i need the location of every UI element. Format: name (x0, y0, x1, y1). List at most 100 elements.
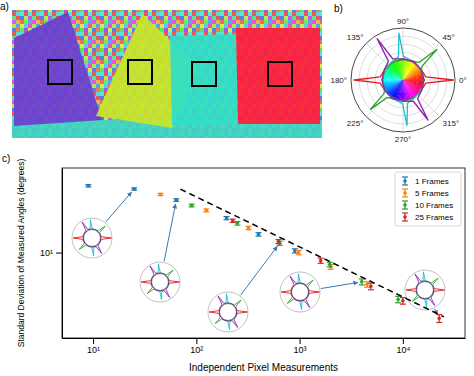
color-wheel-edge (383, 60, 423, 100)
inset-curve (73, 229, 111, 247)
color-wheel-segment (403, 80, 423, 84)
polar-curve (382, 33, 423, 125)
inset-curve (416, 272, 433, 308)
x-tick-mark (93, 338, 94, 344)
x-tick: 10³ (294, 338, 307, 355)
color-wheel-segment (403, 61, 410, 80)
region-box (192, 62, 216, 86)
legend-label: 10 Frames (415, 201, 453, 210)
polar-frame (351, 28, 455, 132)
color-wheel-segment (383, 76, 403, 80)
legend-swatch (403, 203, 407, 207)
x-tick-mark (403, 338, 404, 344)
polar-grid-spoke (403, 43, 440, 80)
y-axis-title: Standard Deviation of Measured Angles (d… (16, 159, 26, 348)
data-point (257, 233, 261, 237)
x-tick: 10² (190, 338, 203, 355)
color-wheel-segment (403, 60, 406, 80)
data-point (396, 298, 400, 302)
inset-center (84, 230, 101, 247)
polar-tick-label: 90° (397, 17, 409, 26)
y-tick-label: 10¹ (40, 248, 53, 258)
legend-swatch (402, 176, 408, 177)
x-tick: 10¹ (87, 338, 100, 355)
legend-swatch (402, 184, 408, 185)
polar-grid-spoke (366, 80, 403, 117)
color-wheel-segment (403, 60, 407, 80)
inset-curve (291, 274, 308, 310)
panel-a: a) (0, 1, 322, 138)
polar-curve (377, 39, 428, 120)
color-wheel-segment (399, 80, 403, 100)
color-wheel-segment (403, 80, 422, 86)
polar-tick-label: 45° (443, 33, 455, 42)
plot-background (62, 168, 465, 338)
data-point (319, 259, 323, 263)
x-tick-label: 10³ (294, 345, 307, 355)
color-wheel-segment (400, 80, 403, 100)
inset-center (417, 282, 434, 299)
legend-swatch (402, 212, 408, 213)
data-point (132, 187, 136, 191)
region-box (48, 60, 72, 84)
legend-swatch (402, 208, 408, 209)
polar-tick-label: 0° (459, 76, 467, 85)
inset-arrow (164, 204, 175, 261)
x-axis-title: Independent Pixel Measurements (189, 362, 338, 373)
inset-arrow (321, 282, 358, 288)
inset-curve (290, 276, 310, 307)
panel-b: 0°45°90°135°180°225°270°315°b) (330, 3, 466, 144)
x-tick-label: 10⁴ (396, 345, 410, 355)
legend-label: 25 Frames (415, 213, 453, 222)
image-square (170, 34, 238, 125)
inset-arrow (241, 246, 278, 295)
color-wheel-segment (384, 75, 403, 80)
polar-tick-label: 180° (330, 76, 347, 85)
color-wheel-segment (403, 61, 409, 80)
plot-data (72, 184, 445, 332)
data-point (328, 263, 332, 267)
data-point (277, 240, 281, 244)
error-cap (359, 284, 365, 285)
inset-curve (82, 222, 102, 253)
data-point (205, 209, 209, 213)
x-tick-mark (196, 338, 197, 344)
color-wheel-segment (384, 74, 403, 80)
inset-background (280, 272, 320, 312)
plot-frame (62, 168, 465, 338)
polar-data (354, 33, 453, 125)
data-point (87, 184, 91, 188)
polar-tick-label: 225° (347, 119, 364, 128)
error-cap (400, 304, 406, 305)
color-wheel-segment (383, 78, 403, 80)
color-wheel-segment (397, 80, 403, 99)
y-axis-line (62, 169, 63, 339)
data-point (225, 216, 229, 220)
inset-curve (281, 283, 319, 301)
color-wheel-segment (396, 80, 403, 99)
data-point (175, 198, 179, 202)
x-tick-mark (300, 338, 301, 344)
error-cap (400, 297, 406, 298)
data-point (159, 193, 163, 197)
figure: a)0°45°90°135°180°225°270°315°b)10¹10²10… (0, 0, 474, 376)
inset-background (208, 292, 248, 332)
polar-tick-label: 315° (443, 119, 460, 128)
x-axis: 10¹ 10² 10³ 10⁴ (63, 338, 466, 355)
legend-swatch (402, 188, 408, 189)
x-tick-label: 10² (190, 345, 203, 355)
color-wheel-segment (403, 80, 422, 85)
data-point (360, 280, 364, 284)
inset-background (405, 270, 445, 310)
error-cap (395, 302, 401, 303)
inset-curve (219, 294, 236, 330)
error-cap (296, 254, 302, 255)
polar-curve (354, 59, 453, 102)
legend-swatch (402, 220, 408, 221)
data-point (190, 204, 194, 208)
inset-center (220, 304, 237, 321)
polar-tick-label: 135° (347, 33, 364, 42)
error-cap (328, 269, 334, 270)
data-point (401, 299, 405, 303)
color-wheel-segment (384, 72, 403, 80)
